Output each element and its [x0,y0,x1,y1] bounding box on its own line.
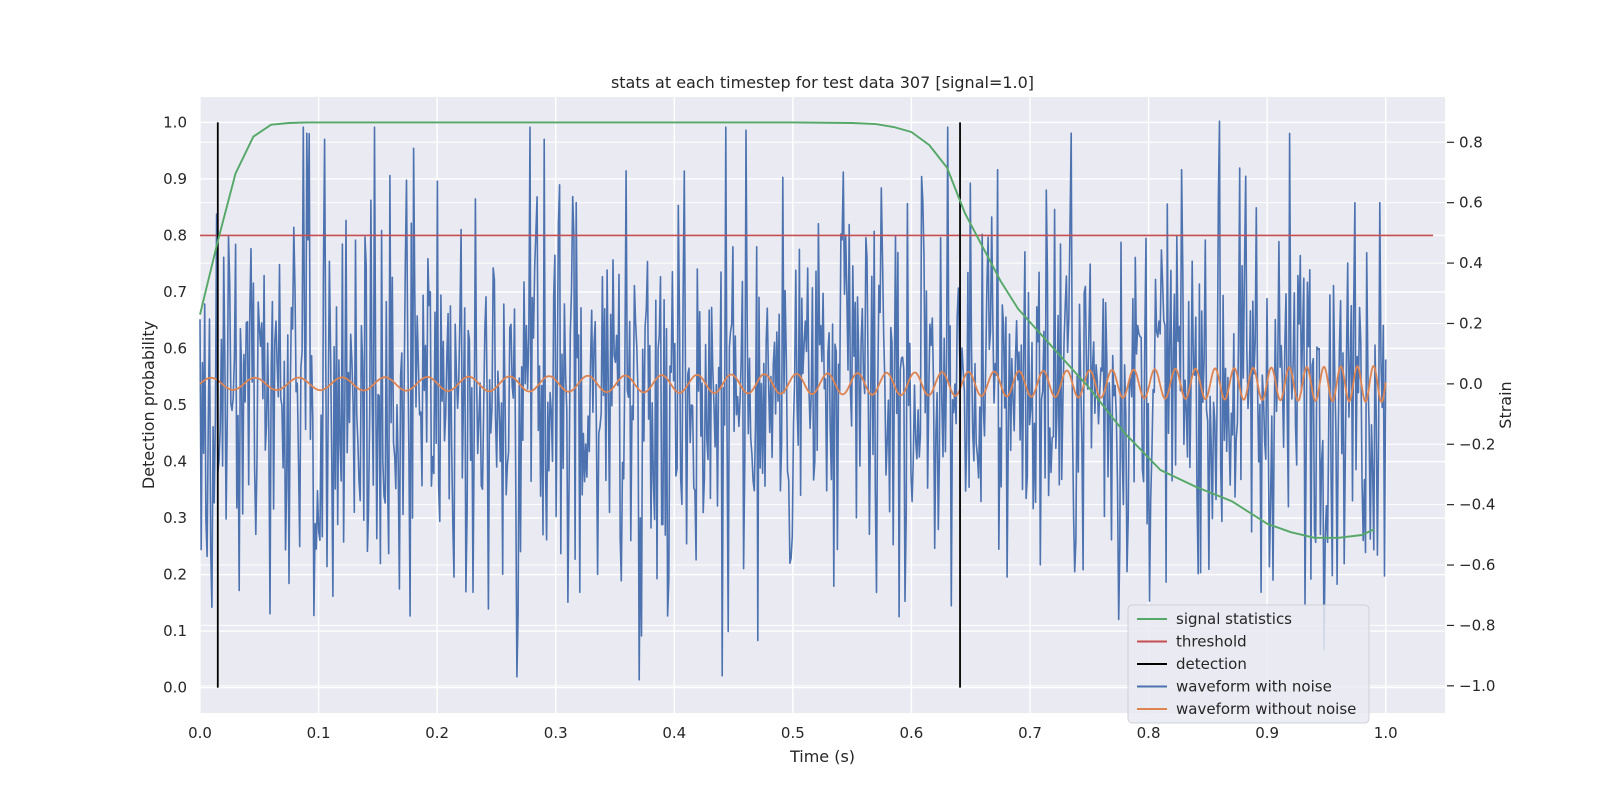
y2-tick-label: −0.8 [1459,616,1495,634]
y-tick-label: 0.3 [163,509,187,527]
x-tick-label: 0.3 [544,724,568,742]
y-tick-label: 1.0 [163,113,187,131]
y-axis-label: Detection probability [139,321,158,489]
series-waveform-with-noise [199,120,1387,681]
legend-entry-label: signal statistics [1176,610,1292,628]
legend-entry-label: threshold [1176,633,1247,651]
x-tick-label: 1.0 [1374,724,1398,742]
y-tick-label: 0.7 [163,283,187,301]
y-tick-label: 0.2 [163,566,187,584]
y-tick-labels: 0.0 0.1 0.2 0.3 0.4 0.5 0.6 0.7 0.8 0.9 1.0 [163,113,187,696]
x-tick-label: 0.9 [1255,724,1279,742]
y2-tick-labels: −1.0 −0.8 −0.6 −0.4 −0.2 0.0 0.2 0.4 0.6 0.8 [1459,133,1495,695]
y2-tick-label: 0.6 [1459,194,1483,212]
x-tick-label: 0.4 [662,724,686,742]
x-tick-label: 0.5 [781,724,805,742]
x-tick-label: 0.0 [188,724,212,742]
y-tick-label: 0.5 [163,396,187,414]
x-tick-label: 0.7 [1018,724,1042,742]
x-tick-label: 0.1 [307,724,331,742]
y2-tick-label: −1.0 [1459,677,1495,695]
y-tick-label: 0.9 [163,170,187,188]
y2-tick-label: −0.2 [1459,435,1495,453]
series-waveform-without-noise [199,365,1387,403]
x-tick-label: 0.2 [425,724,449,742]
y2-tick-marks [1447,141,1454,687]
y2-tick-label: 0.4 [1459,254,1483,272]
y2-axis-label: Strain [1496,381,1515,428]
y2-tick-label: 0.0 [1459,375,1483,393]
y2-tick-label: 0.2 [1459,314,1483,332]
y2-tick-label: −0.6 [1459,556,1495,574]
series-signal-statistics [199,121,1375,539]
y2-tick-label: 0.8 [1459,133,1483,151]
legend-entry-label: waveform with noise [1176,678,1332,696]
y-tick-label: 0.6 [163,339,187,357]
x-tick-label: 0.8 [1137,724,1161,742]
legend-box [1127,604,1370,724]
y2-tick-label: −0.4 [1459,496,1495,514]
x-axis-label: Time (s) [789,747,855,766]
y-tick-label: 0.1 [163,622,187,640]
y-tick-label: 0.8 [163,226,187,244]
legend-entry-label: detection [1176,655,1247,673]
series-lines [199,120,1434,688]
legend: signal statistics threshold detection wavef… [1127,604,1370,724]
y-tick-label: 0.4 [163,453,187,471]
y-tick-label: 0.0 [163,679,187,697]
legend-entry-label: waveform without noise [1176,700,1356,718]
x-tick-labels: 0.0 0.1 0.2 0.3 0.4 0.5 0.6 0.7 0.8 0.9 1.0 [188,724,1398,742]
x-tick-label: 0.6 [899,724,923,742]
chart-title: stats at each timestep for test data 307… [611,73,1034,92]
